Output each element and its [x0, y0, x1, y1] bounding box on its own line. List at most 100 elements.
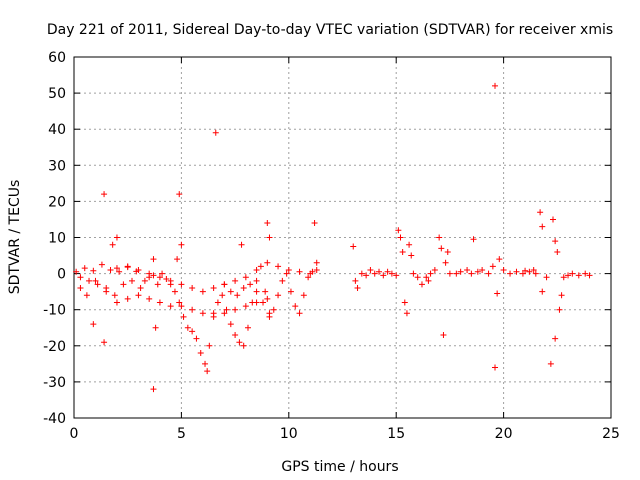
data-point-marker	[120, 281, 127, 288]
data-point-marker	[539, 288, 546, 295]
data-point-marker	[197, 350, 204, 357]
data-point-marker	[124, 295, 131, 302]
y-ticks: -40 -30 -20 -10 0 10 20 30 40 50 60	[43, 50, 611, 427]
x-tick-label: 25	[602, 426, 620, 442]
x-tick-label: 15	[387, 426, 405, 442]
data-point-marker	[264, 220, 271, 227]
data-point-marker	[236, 339, 243, 346]
grid-lines	[74, 57, 611, 418]
data-point-marker	[436, 234, 443, 241]
data-point-marker	[77, 285, 84, 292]
data-point-marker	[401, 299, 408, 306]
data-point-marker	[397, 234, 404, 241]
data-point-marker	[73, 268, 80, 275]
y-tick-label: 50	[48, 86, 66, 102]
data-point-marker	[253, 299, 260, 306]
data-point-marker	[77, 274, 84, 281]
data-point-marker	[313, 266, 320, 273]
data-point-marker	[227, 321, 234, 328]
data-point-marker	[431, 266, 438, 273]
data-point-marker	[376, 268, 383, 275]
x-tick-label: 0	[70, 426, 79, 442]
data-point-marker	[513, 268, 520, 275]
data-point-marker	[307, 270, 314, 277]
data-point-marker	[500, 266, 507, 273]
data-point-marker	[178, 281, 185, 288]
data-point-marker	[212, 129, 219, 136]
data-point-marker	[141, 277, 148, 284]
data-point-marker	[427, 270, 434, 277]
data-point-marker	[393, 272, 400, 279]
data-point-marker	[479, 266, 486, 273]
data-point-marker	[90, 267, 97, 274]
data-point-marker	[283, 270, 290, 277]
x-ticks: 0 5 10 15 20 25	[70, 57, 620, 442]
data-point-marker	[210, 285, 217, 292]
y-tick-label: -10	[43, 303, 66, 319]
y-tick-label: -40	[43, 411, 66, 427]
data-point-marker	[156, 274, 163, 281]
data-point-marker	[154, 281, 161, 288]
data-point-marker	[221, 281, 228, 288]
data-point-marker	[371, 270, 378, 277]
data-point-marker	[253, 277, 260, 284]
data-point-marker	[270, 306, 277, 313]
data-point-marker	[266, 234, 273, 241]
data-point-marker	[176, 191, 183, 198]
data-point-marker	[464, 266, 471, 273]
y-tick-label: 10	[48, 231, 66, 247]
data-point-marker	[227, 288, 234, 295]
data-point-marker	[423, 274, 430, 281]
data-point-marker	[492, 364, 499, 371]
data-point-marker	[238, 241, 245, 248]
data-point-marker	[109, 241, 116, 248]
data-point-marker	[156, 299, 163, 306]
data-point-marker	[569, 270, 576, 277]
data-point-marker	[575, 272, 582, 279]
data-point-marker	[92, 277, 99, 284]
data-point-marker	[388, 270, 395, 277]
data-point-marker	[146, 295, 153, 302]
data-point-marker	[101, 339, 108, 346]
data-point-marker	[300, 292, 307, 299]
data-point-marker	[537, 209, 544, 216]
data-point-marker	[296, 268, 303, 275]
data-point-marker	[408, 252, 415, 259]
data-points	[73, 82, 593, 393]
data-point-marker	[485, 270, 492, 277]
data-point-marker	[214, 299, 221, 306]
chart-title: Day 221 of 2011, Sidereal Day-to-day VTE…	[47, 22, 613, 38]
data-point-marker	[242, 274, 249, 281]
data-point-marker	[453, 270, 460, 277]
data-point-marker	[470, 236, 477, 243]
data-point-marker	[113, 234, 120, 241]
data-point-marker	[247, 281, 254, 288]
x-axis-label: GPS time / hours	[281, 459, 398, 475]
data-point-marker	[150, 272, 157, 279]
data-point-marker	[558, 292, 565, 299]
data-point-marker	[103, 288, 110, 295]
y-tick-label: -30	[43, 375, 66, 391]
x-tick-label: 20	[495, 426, 513, 442]
data-point-marker	[468, 270, 475, 277]
data-point-marker	[264, 259, 271, 266]
data-point-marker	[264, 295, 271, 302]
data-point-marker	[395, 227, 402, 234]
data-point-marker	[305, 274, 312, 281]
data-point-marker	[530, 266, 537, 273]
data-point-marker	[287, 288, 294, 295]
data-point-marker	[81, 265, 88, 272]
data-point-marker	[554, 248, 561, 255]
data-point-marker	[199, 288, 206, 295]
data-point-marker	[354, 285, 361, 292]
data-point-marker	[221, 310, 228, 317]
data-point-marker	[176, 299, 183, 306]
data-point-marker	[107, 266, 114, 273]
data-point-marker	[240, 285, 247, 292]
data-point-marker	[539, 223, 546, 230]
data-point-marker	[83, 292, 90, 299]
data-point-marker	[410, 270, 417, 277]
data-point-marker	[178, 303, 185, 310]
y-tick-label: 0	[57, 267, 66, 283]
data-point-marker	[171, 288, 178, 295]
